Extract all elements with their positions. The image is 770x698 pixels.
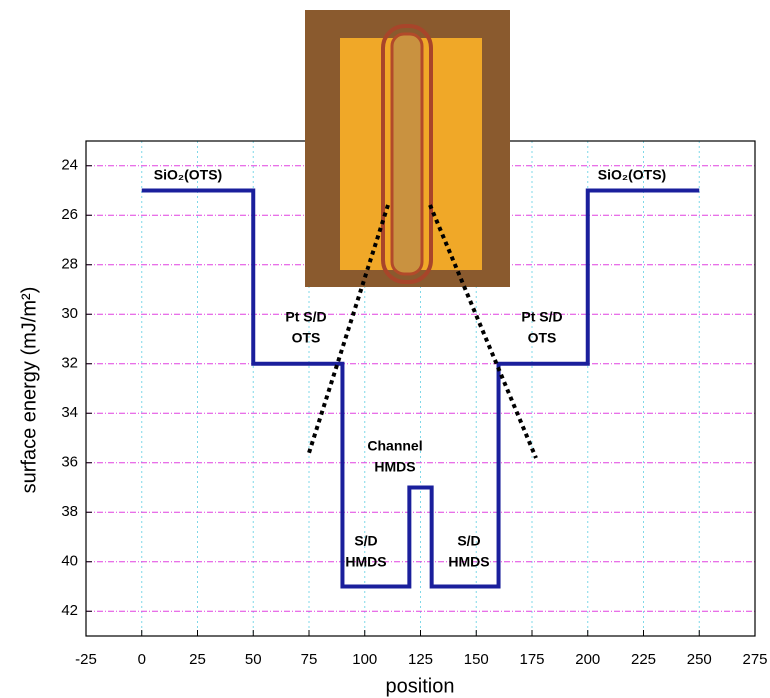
annotation: SiO₂(OTS) — [598, 167, 666, 183]
x-tick-label: 200 — [575, 651, 600, 668]
page: position surface energy (mJ/m²) -25 0 25 50… — [0, 0, 770, 698]
y-tick-label: 26 — [61, 206, 78, 223]
annotation: S/D — [354, 533, 377, 549]
annotation: Pt S/D — [521, 309, 562, 325]
annotation: HMDS — [345, 554, 386, 570]
x-tick-label: 225 — [631, 651, 656, 668]
y-tick-label: 24 — [61, 157, 78, 174]
y-axis-label: surface energy (mJ/m²) — [18, 287, 40, 494]
x-tick-label: 50 — [245, 651, 262, 668]
x-tick-label: 75 — [301, 651, 318, 668]
y-tick-label: 28 — [61, 256, 78, 273]
y-tick-label: 30 — [61, 305, 78, 322]
y-tick-label: 38 — [61, 503, 78, 520]
x-tick-label: 25 — [189, 651, 206, 668]
annotation: Channel — [367, 438, 422, 454]
annotation: OTS — [528, 330, 557, 346]
x-tick-label: -25 — [75, 651, 97, 668]
annotation: Pt S/D — [285, 309, 326, 325]
inset-photo — [305, 10, 510, 287]
x-tick-label: 150 — [464, 651, 489, 668]
x-tick-label: 250 — [687, 651, 712, 668]
annotation: HMDS — [374, 459, 415, 475]
photo-part — [392, 34, 422, 274]
y-tick-label: 42 — [61, 602, 78, 619]
x-tick-label: 0 — [138, 651, 146, 668]
x-axis-label: position — [386, 675, 455, 697]
annotation: S/D — [457, 533, 480, 549]
x-tick-label: 275 — [742, 651, 767, 668]
annotation: OTS — [292, 330, 321, 346]
x-tick-label: 100 — [352, 651, 377, 668]
chart: position surface energy (mJ/m²) -25 0 25 50… — [0, 0, 770, 698]
x-tick-label: 175 — [519, 651, 544, 668]
y-tick-label: 36 — [61, 454, 78, 471]
annotation: SiO₂(OTS) — [154, 167, 222, 183]
y-tick-label: 34 — [61, 404, 78, 421]
x-tick-label: 125 — [408, 651, 433, 668]
y-tick-label: 40 — [61, 553, 78, 570]
annotation: HMDS — [448, 554, 489, 570]
y-tick-label: 32 — [61, 355, 78, 372]
